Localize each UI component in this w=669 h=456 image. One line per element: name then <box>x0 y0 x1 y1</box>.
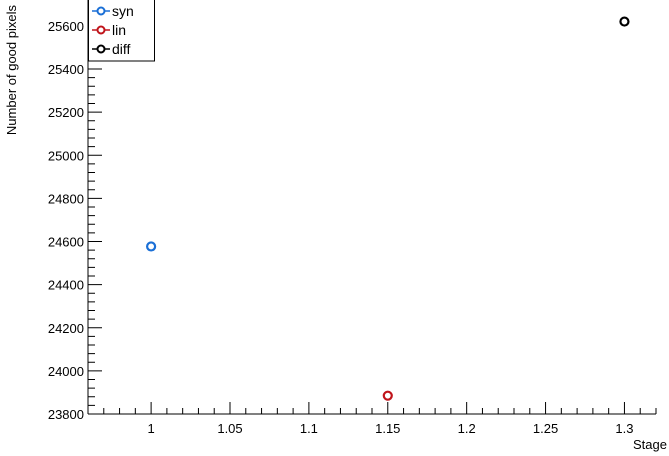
y-tick-label: 24600 <box>48 235 84 250</box>
y-tick-label: 25400 <box>48 62 84 77</box>
x-tick-label: 1 <box>147 421 154 436</box>
y-tick-label: 24200 <box>48 321 84 336</box>
data-point-syn <box>146 241 157 252</box>
y-tick-label: 23800 <box>48 407 84 422</box>
y-axis-title: Number of good pixels <box>4 5 19 136</box>
x-tick-label: 1.25 <box>533 421 558 436</box>
legend-label-diff: diff <box>112 41 131 57</box>
x-tick-label: 1.15 <box>375 421 400 436</box>
ticks: 1 1.05 1.1 1.15 1.2 1.25 1.3 23800 24000 24200 244… <box>48 0 657 436</box>
x-tick-label: 1.05 <box>217 421 242 436</box>
legend-label-lin: lin <box>112 22 126 38</box>
legend: syn lin diff <box>88 0 155 62</box>
y-tick-label: 25200 <box>48 105 84 120</box>
data-point-lin <box>382 390 393 401</box>
y-tick-label: 24400 <box>48 278 84 293</box>
legend-marker-lin <box>96 25 106 35</box>
y-tick-label: 25000 <box>48 148 84 163</box>
legend-marker-syn <box>96 6 106 16</box>
y-tick-label: 24000 <box>48 364 84 379</box>
legend-marker-diff <box>96 44 106 54</box>
y-tick-label: 24800 <box>48 191 84 206</box>
legend-label-syn: syn <box>112 3 134 19</box>
data-points <box>146 16 630 401</box>
data-point-diff <box>619 16 630 27</box>
x-tick-label: 1.3 <box>615 421 633 436</box>
x-tick-label: 1.2 <box>458 421 476 436</box>
x-axis-title: Stage <box>633 437 667 452</box>
y-tick-label: 25600 <box>48 19 84 34</box>
x-tick-label: 1.1 <box>300 421 318 436</box>
